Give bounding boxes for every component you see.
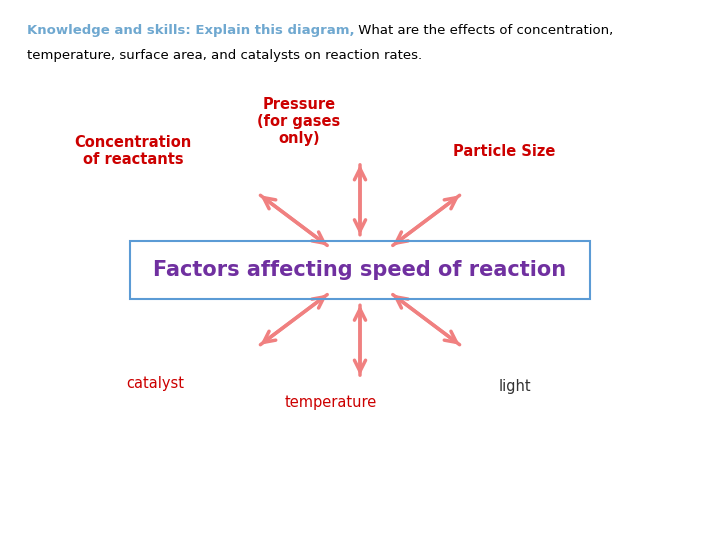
Text: Concentration
of reactants: Concentration of reactants bbox=[75, 135, 192, 167]
Text: Pressure
(for gases
only): Pressure (for gases only) bbox=[257, 97, 341, 146]
Text: Factors affecting speed of reaction: Factors affecting speed of reaction bbox=[153, 260, 567, 280]
Text: light: light bbox=[498, 379, 531, 394]
Text: What are the effects of concentration,: What are the effects of concentration, bbox=[354, 24, 613, 37]
Text: Particle Size: Particle Size bbox=[453, 144, 555, 159]
Text: temperature, surface area, and catalysts on reaction rates.: temperature, surface area, and catalysts… bbox=[27, 49, 423, 62]
Text: temperature: temperature bbox=[285, 395, 377, 410]
Text: catalyst: catalyst bbox=[126, 376, 184, 391]
Text: Knowledge and skills: Explain this diagram,: Knowledge and skills: Explain this diagr… bbox=[27, 24, 355, 37]
